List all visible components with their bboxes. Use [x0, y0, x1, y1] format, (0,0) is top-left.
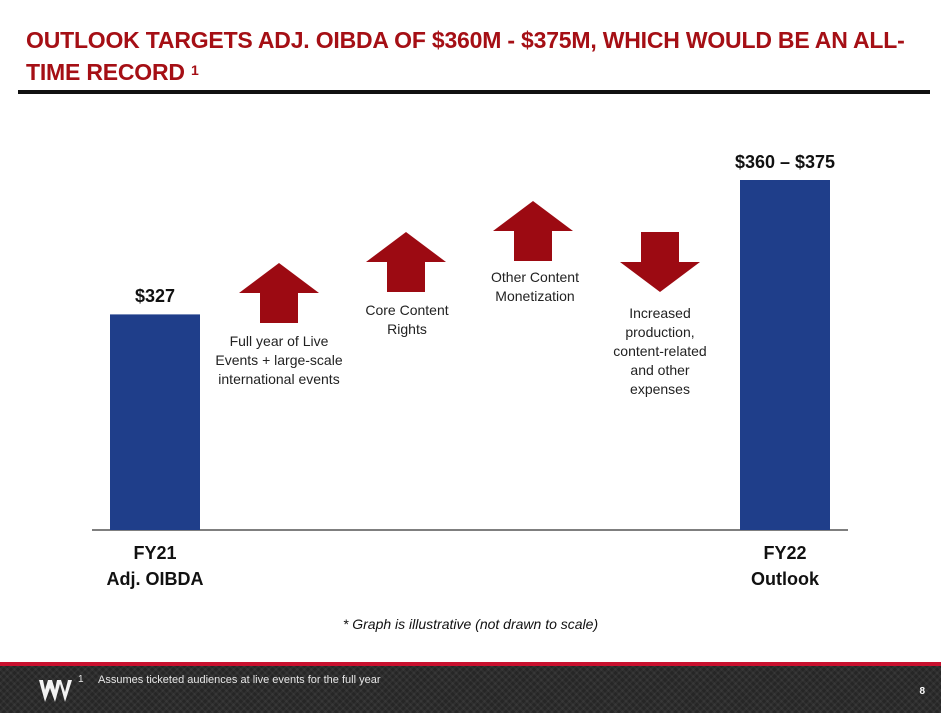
fy21-category-line2: Adj. OIBDA	[106, 569, 204, 589]
fy22-category-line1: FY22	[763, 543, 807, 563]
fy21-value-label: $327	[134, 286, 176, 307]
fy22-bar	[740, 180, 830, 530]
illustrative-note: * Graph is illustrative (not drawn to sc…	[342, 616, 599, 632]
driver-label-core-content-rights: Core Content Rights	[365, 302, 449, 337]
fy22-category-line2: Outlook	[751, 569, 819, 589]
arrow-up-other-content-icon	[493, 201, 573, 261]
page-number: 8	[919, 686, 925, 697]
footnote-number: 1	[78, 674, 84, 685]
footer-red-stripe	[0, 662, 941, 666]
fy22-value-label: $360 – $375	[734, 152, 836, 172]
driver-label-other-content: Other Content Monetization	[491, 269, 579, 304]
arrow-up-core-content-icon	[366, 232, 446, 292]
arrow-down-expenses-icon	[620, 232, 700, 292]
footnote-text: Assumes ticketed audiences at live event…	[98, 674, 381, 686]
fy21-category-label: FY21 Adj. OIBDA	[85, 540, 225, 592]
fy21-bar	[110, 314, 200, 530]
driver-label-live-events: Full year of Live Events + large-scale i…	[215, 333, 343, 387]
page-title-text: OUTLOOK TARGETS ADJ. OIBDA OF $360M - $3…	[26, 27, 905, 85]
page-title: OUTLOOK TARGETS ADJ. OIBDA OF $360M - $3…	[26, 24, 916, 88]
fy21-category-line1: FY21	[133, 543, 177, 563]
driver-label-expenses: Increased production, content-related an…	[613, 305, 707, 397]
arrow-up-live-events-icon	[239, 263, 319, 323]
wwe-logo-icon	[39, 680, 72, 702]
footer-bar	[0, 662, 941, 713]
title-footnote-ref: 1	[191, 62, 199, 78]
title-divider	[18, 90, 930, 94]
fy22-category-label: FY22 Outlook	[715, 540, 855, 592]
